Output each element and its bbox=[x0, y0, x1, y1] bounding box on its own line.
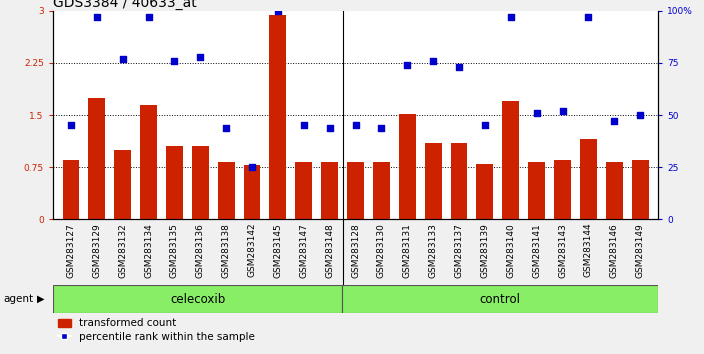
Text: GSM283129: GSM283129 bbox=[92, 223, 101, 278]
Text: celecoxib: celecoxib bbox=[170, 293, 225, 306]
Text: GSM283145: GSM283145 bbox=[273, 223, 282, 278]
Point bbox=[505, 14, 517, 20]
Text: GSM283132: GSM283132 bbox=[118, 223, 127, 278]
Text: GSM283133: GSM283133 bbox=[429, 223, 438, 278]
Point bbox=[298, 123, 309, 129]
Bar bbox=[373, 162, 390, 219]
Text: agent: agent bbox=[4, 294, 34, 304]
Bar bbox=[192, 147, 208, 219]
Bar bbox=[631, 160, 648, 219]
Point bbox=[220, 125, 232, 130]
Bar bbox=[425, 143, 441, 219]
Point bbox=[65, 123, 77, 129]
Text: control: control bbox=[480, 293, 521, 306]
Text: GSM283141: GSM283141 bbox=[532, 223, 541, 278]
Point bbox=[246, 164, 258, 170]
Point bbox=[609, 119, 620, 124]
Bar bbox=[218, 162, 234, 219]
Point bbox=[91, 14, 102, 20]
Text: GSM283149: GSM283149 bbox=[636, 223, 645, 278]
Text: GSM283140: GSM283140 bbox=[506, 223, 515, 278]
Bar bbox=[342, 285, 658, 313]
Bar bbox=[166, 147, 183, 219]
Point bbox=[634, 112, 646, 118]
Bar bbox=[606, 162, 622, 219]
Text: GSM283138: GSM283138 bbox=[222, 223, 231, 278]
Bar bbox=[321, 162, 338, 219]
Bar bbox=[244, 165, 260, 219]
Point bbox=[402, 62, 413, 68]
Bar bbox=[528, 162, 545, 219]
Bar bbox=[347, 162, 364, 219]
Point bbox=[479, 123, 491, 129]
Point bbox=[194, 54, 206, 59]
Point bbox=[169, 58, 180, 64]
Text: GSM283128: GSM283128 bbox=[351, 223, 360, 278]
Bar bbox=[554, 160, 571, 219]
Text: ▶: ▶ bbox=[37, 294, 44, 304]
Bar bbox=[114, 150, 131, 219]
Bar bbox=[53, 285, 342, 313]
Text: GSM283143: GSM283143 bbox=[558, 223, 567, 278]
Text: GSM283131: GSM283131 bbox=[403, 223, 412, 278]
Point bbox=[350, 123, 361, 129]
Text: GSM283135: GSM283135 bbox=[170, 223, 179, 278]
Bar bbox=[580, 139, 597, 219]
Bar bbox=[399, 114, 415, 219]
Bar bbox=[503, 101, 519, 219]
Point bbox=[453, 64, 465, 70]
Point bbox=[376, 125, 387, 130]
Point bbox=[557, 108, 568, 114]
Point bbox=[583, 14, 594, 20]
Bar bbox=[140, 105, 157, 219]
Point bbox=[272, 8, 284, 13]
Legend: transformed count, percentile rank within the sample: transformed count, percentile rank withi… bbox=[58, 319, 255, 342]
Bar bbox=[89, 98, 105, 219]
Point bbox=[427, 58, 439, 64]
Text: GSM283146: GSM283146 bbox=[610, 223, 619, 278]
Text: GDS3384 / 40633_at: GDS3384 / 40633_at bbox=[53, 0, 196, 10]
Point bbox=[531, 110, 542, 116]
Point bbox=[324, 125, 335, 130]
Text: GSM283137: GSM283137 bbox=[455, 223, 463, 278]
Text: GSM283144: GSM283144 bbox=[584, 223, 593, 278]
Text: GSM283139: GSM283139 bbox=[480, 223, 489, 278]
Text: GSM283136: GSM283136 bbox=[196, 223, 205, 278]
Bar bbox=[477, 164, 494, 219]
Point bbox=[143, 14, 154, 20]
Text: GSM283147: GSM283147 bbox=[299, 223, 308, 278]
Bar bbox=[270, 16, 287, 219]
Text: GSM283142: GSM283142 bbox=[248, 223, 256, 278]
Point bbox=[117, 56, 128, 62]
Text: GSM283130: GSM283130 bbox=[377, 223, 386, 278]
Text: GSM283148: GSM283148 bbox=[325, 223, 334, 278]
Bar bbox=[63, 160, 80, 219]
Bar bbox=[451, 143, 467, 219]
Text: GSM283127: GSM283127 bbox=[66, 223, 75, 278]
Bar bbox=[296, 162, 312, 219]
Text: GSM283134: GSM283134 bbox=[144, 223, 153, 278]
